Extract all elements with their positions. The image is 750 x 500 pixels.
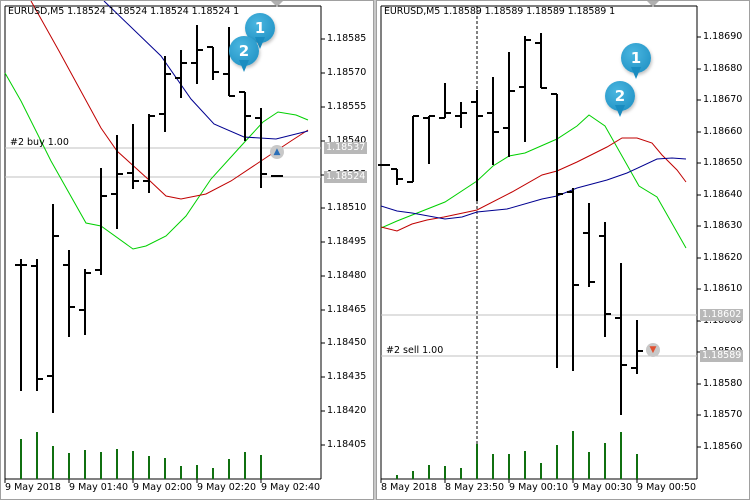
bid-price-tag: 1.18589 <box>700 350 744 362</box>
price-tick-label: 1.18570 <box>327 67 367 78</box>
price-tick-label: 1.18580 <box>703 378 743 389</box>
chart-canvas-left[interactable] <box>1 1 374 500</box>
ask-price-tag: 1.18537 <box>324 142 368 154</box>
price-tick-label: 1.18620 <box>703 252 743 263</box>
price-tick-label: 1.18465 <box>327 304 367 315</box>
time-tick-label: 9 May 02:40 <box>261 482 321 493</box>
order-label: #2 buy 1.00 <box>10 137 69 148</box>
price-tick-label: 1.18585 <box>327 33 367 44</box>
price-tick-label: 1.18555 <box>327 101 367 112</box>
chart-shift-marker-icon[interactable] <box>647 1 659 7</box>
price-tick-label: 1.18650 <box>703 157 743 168</box>
price-tick-label: 1.18420 <box>327 405 367 416</box>
chart-title: EURUSD,M5 1.18524 1.18524 1.18524 1.1852… <box>8 6 240 17</box>
time-tick-label: 9 May 01:40 <box>69 482 129 493</box>
price-tick-label: 1.18480 <box>327 270 367 281</box>
chart-canvas-right[interactable] <box>377 1 750 500</box>
trade-pin-icon[interactable]: 2 <box>605 81 635 117</box>
time-tick-label: 9 May 2018 <box>5 482 61 493</box>
chart-shift-marker-icon[interactable] <box>271 1 283 7</box>
time-tick-label: 9 May 00:10 <box>509 482 569 493</box>
bid-price-tag: 1.18524 <box>324 171 368 183</box>
trade-pin-icon[interactable]: 1 <box>621 43 651 79</box>
price-tick-label: 1.18495 <box>327 236 367 247</box>
window-splitter[interactable] <box>374 0 376 500</box>
chart-window-left[interactable]: EURUSD,M5 1.18524 1.18524 1.18524 1.1852… <box>0 0 374 500</box>
time-tick-label: 8 May 2018 <box>381 482 437 493</box>
price-tick-label: 1.18660 <box>703 126 743 137</box>
price-tick-label: 1.18435 <box>327 371 367 382</box>
sell-arrow-icon[interactable]: ▼ <box>646 343 660 357</box>
buy-arrow-icon[interactable]: ▲ <box>270 145 284 159</box>
trade-pin-icon[interactable]: 2 <box>229 36 259 72</box>
price-tick-label: 1.18680 <box>703 63 743 74</box>
chart-title: EURUSD,M5 1.18589 1.18589 1.18589 1.1858… <box>384 6 616 17</box>
time-tick-label: 9 May 02:00 <box>133 482 193 493</box>
time-tick-label: 9 May 00:30 <box>573 482 633 493</box>
price-tick-label: 1.18670 <box>703 94 743 105</box>
price-tick-label: 1.18450 <box>327 337 367 348</box>
time-tick-label: 9 May 02:20 <box>197 482 257 493</box>
time-tick-label: 9 May 00:50 <box>637 482 697 493</box>
price-tick-label: 1.18630 <box>703 220 743 231</box>
price-tick-label: 1.18560 <box>703 441 743 452</box>
price-tick-label: 1.18610 <box>703 283 743 294</box>
price-tick-label: 1.18510 <box>327 202 367 213</box>
order-label: #2 sell 1.00 <box>386 345 444 356</box>
price-tick-label: 1.18640 <box>703 189 743 200</box>
chart-window-right[interactable]: EURUSD,M5 1.18589 1.18589 1.18589 1.1858… <box>376 0 750 500</box>
price-tick-label: 1.18570 <box>703 409 743 420</box>
price-tick-label: 1.18540 <box>327 135 367 146</box>
time-tick-label: 8 May 23:50 <box>445 482 505 493</box>
ask-price-tag: 1.18602 <box>700 309 744 321</box>
price-tick-label: 1.18405 <box>327 439 367 450</box>
price-tick-label: 1.18690 <box>703 31 743 42</box>
